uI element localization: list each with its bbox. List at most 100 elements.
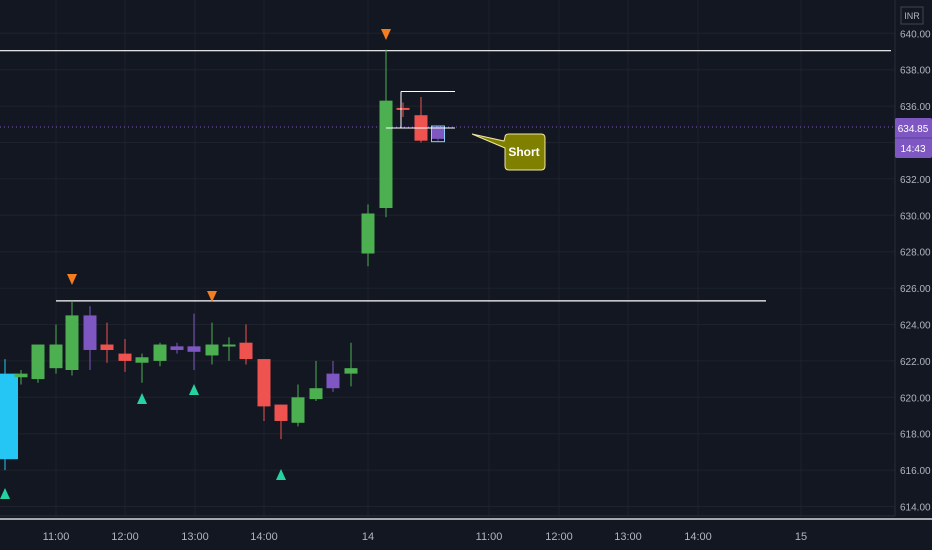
candles [0, 49, 445, 471]
time-tick-label: 14:00 [250, 531, 278, 543]
price-tick-label: 632.00 [900, 175, 931, 186]
last-candle-outline [431, 125, 445, 143]
time-tick-label: 11:00 [43, 531, 70, 543]
price-tick-label: 628.00 [900, 248, 931, 259]
candle-body [135, 357, 149, 363]
price-tick-label: 618.00 [900, 430, 931, 441]
candle[interactable] [187, 313, 201, 370]
candle[interactable] [31, 344, 45, 383]
time-tick-label: 15 [795, 531, 807, 543]
candle[interactable] [431, 126, 445, 141]
candle-body [118, 353, 132, 361]
candle[interactable] [309, 360, 323, 401]
candle[interactable] [205, 322, 219, 365]
price-tick-label: 626.00 [900, 284, 931, 295]
candle[interactable] [170, 342, 184, 354]
callout-bubble [471, 133, 546, 171]
grid [0, 0, 895, 516]
candle[interactable] [379, 49, 393, 218]
sell-signal-arrow [381, 29, 391, 40]
short-callout[interactable]: Short [471, 133, 546, 171]
candle[interactable] [274, 404, 288, 440]
candle[interactable] [361, 204, 375, 267]
candle[interactable] [100, 322, 114, 363]
candle[interactable] [0, 359, 18, 471]
candle-body [153, 344, 167, 361]
candle[interactable] [291, 384, 305, 427]
candle[interactable] [83, 306, 97, 370]
price-tick-label: 640.00 [900, 29, 931, 40]
candle-body [170, 346, 184, 350]
currency-label[interactable]: INR [900, 6, 924, 25]
candle-body [291, 397, 305, 423]
time-tick-label: 12:00 [545, 531, 573, 543]
last-price-badge: 634.85 14:43 [895, 118, 932, 158]
time-tick-label: 14 [362, 531, 374, 543]
sell-signal-arrow [67, 274, 77, 285]
price-tick-label: 624.00 [900, 321, 931, 332]
price-tick-label: 622.00 [900, 357, 931, 368]
candle[interactable] [222, 337, 236, 361]
buy-signal-arrow [189, 384, 199, 395]
candle-body [49, 344, 63, 369]
currency-box [900, 6, 924, 25]
candle-body [361, 213, 375, 254]
time-tick-label: 12:00 [111, 531, 139, 543]
candle[interactable] [257, 359, 271, 421]
candle-body [344, 368, 358, 374]
price-axis[interactable]: 614.00 616.00 618.00 620.00 622.00 624.00 626.… [900, 29, 931, 513]
candle[interactable] [49, 324, 63, 374]
short-setup [386, 91, 455, 129]
candle-body [31, 344, 45, 380]
price-tick-label: 620.00 [900, 393, 931, 404]
price-tick-label: 614.00 [900, 503, 931, 514]
time-tick-label: 11:00 [476, 531, 503, 543]
candle[interactable] [153, 342, 167, 367]
price-badge-value: 634.85 [898, 124, 929, 135]
time-tick-label: 13:00 [181, 531, 209, 543]
candle[interactable] [344, 342, 358, 387]
sell-signal-arrow [207, 291, 217, 302]
candle[interactable] [14, 370, 28, 385]
price-tick-label: 616.00 [900, 466, 931, 477]
time-axis[interactable]: 11:00 12:00 13:00 14:00 14 11:00 12:00 13:00 14:… [43, 531, 807, 543]
candle-body [379, 100, 393, 209]
candle[interactable] [396, 102, 410, 118]
candle[interactable] [414, 97, 428, 143]
candle-body [239, 342, 253, 360]
candle-body [431, 127, 445, 139]
candle-body [100, 344, 114, 350]
price-tick-label: 636.00 [900, 102, 931, 113]
buy-signal-arrow [137, 393, 147, 404]
price-badge-time: 14:43 [900, 144, 925, 155]
candle[interactable] [65, 300, 79, 376]
candle-body [257, 359, 271, 407]
candle-body [274, 404, 288, 421]
currency-text: INR [904, 11, 920, 21]
signal-markers [0, 29, 391, 499]
candle-body [326, 373, 340, 389]
time-tick-label: 13:00 [614, 531, 642, 543]
candle-body [187, 346, 201, 352]
horizontal-lines [0, 50, 932, 520]
candle-body [222, 344, 236, 347]
buy-signal-arrow [276, 469, 286, 480]
time-tick-label: 14:00 [684, 531, 712, 543]
buy-signal-arrow [0, 488, 10, 499]
candle-body [396, 107, 410, 110]
candle[interactable] [118, 339, 132, 372]
candle-body [205, 344, 219, 356]
candle[interactable] [135, 353, 149, 383]
candle[interactable] [239, 324, 253, 365]
price-tick-label: 630.00 [900, 211, 931, 222]
candle-body [14, 373, 28, 378]
candle[interactable] [326, 360, 340, 392]
candle-body [0, 373, 18, 460]
callout-label: Short [508, 145, 539, 159]
candle-body [83, 315, 97, 350]
candle-body [65, 315, 79, 370]
price-tick-label: 638.00 [900, 66, 931, 77]
